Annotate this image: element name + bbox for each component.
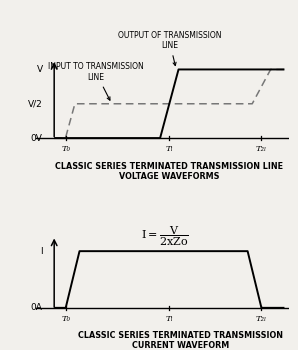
- Text: T₂ₗ: T₂ₗ: [256, 315, 267, 323]
- Text: Tₗ: Tₗ: [165, 145, 173, 153]
- Text: T₀: T₀: [61, 145, 70, 153]
- Text: 0A: 0A: [31, 303, 43, 312]
- Text: V/2: V/2: [28, 99, 43, 108]
- Text: T₀: T₀: [61, 315, 70, 323]
- Text: T₂ₗ: T₂ₗ: [256, 145, 267, 153]
- Text: Tₗ: Tₗ: [165, 315, 173, 323]
- Text: V: V: [37, 65, 43, 74]
- Text: $\mathregular{I = }$$\dfrac{\mathregular{V}}{\mathregular{2xZo}}$: $\mathregular{I = }$$\dfrac{\mathregular…: [141, 224, 189, 248]
- Text: I: I: [40, 247, 43, 256]
- Text: 0V: 0V: [31, 134, 43, 142]
- Text: CLASSIC SERIES TERMINATED TRANSMISSION LINE
VOLTAGE WAVEFORMS: CLASSIC SERIES TERMINATED TRANSMISSION L…: [55, 162, 283, 182]
- Text: OUTPUT OF TRANSMISSION
LINE: OUTPUT OF TRANSMISSION LINE: [118, 31, 221, 65]
- Text: INPUT TO TRANSMISSION
LINE: INPUT TO TRANSMISSION LINE: [48, 62, 144, 100]
- Text: CLASSIC SERIES TERMINATED TRANSMISSION
CURRENT WAVEFORM: CLASSIC SERIES TERMINATED TRANSMISSION C…: [78, 330, 283, 350]
